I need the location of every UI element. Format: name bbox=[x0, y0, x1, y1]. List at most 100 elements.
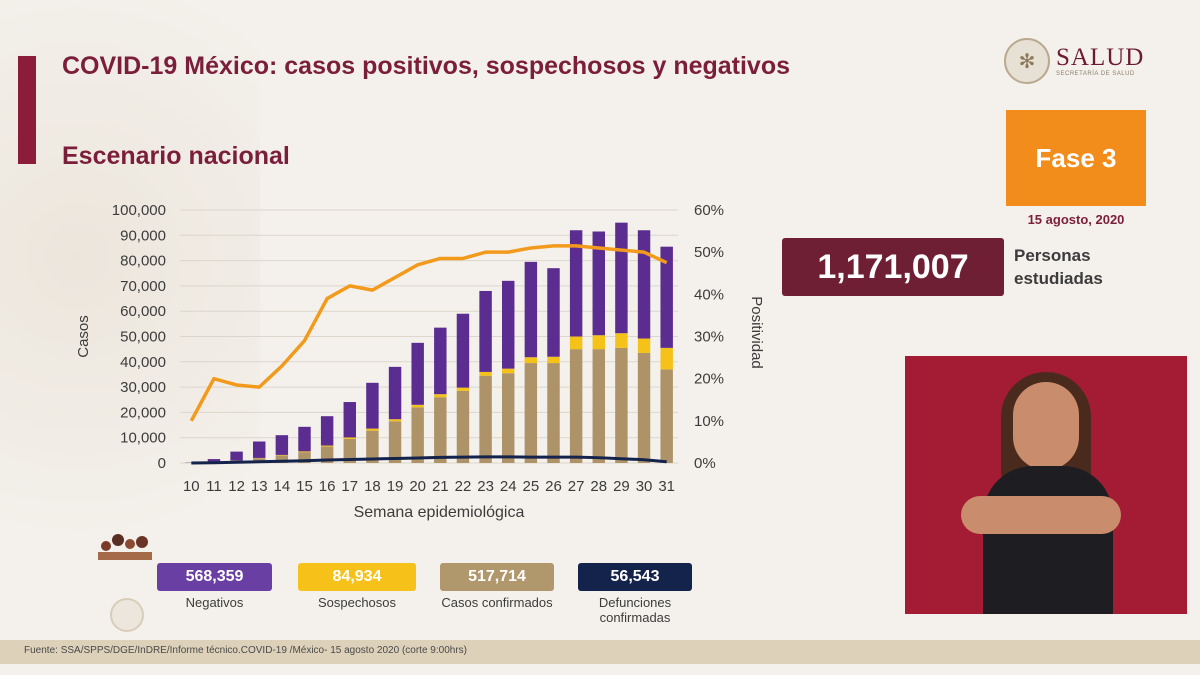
background-pattern bbox=[0, 0, 260, 640]
bar-sospechosos bbox=[411, 404, 424, 408]
legend-label: Sospechosos bbox=[317, 595, 397, 610]
x-tick-label: 14 bbox=[274, 478, 291, 495]
bar-negativos bbox=[569, 230, 583, 337]
bar-sospechosos bbox=[479, 371, 492, 376]
y-tick-label: 100,000 bbox=[112, 202, 166, 219]
x-tick-label: 29 bbox=[613, 478, 630, 495]
y2-tick-label: 20% bbox=[694, 371, 724, 388]
crowd-illustration-icon bbox=[98, 534, 152, 560]
bar-negativos bbox=[456, 313, 470, 388]
bar-negativos bbox=[411, 342, 424, 405]
total-studied-value: 1,171,007 bbox=[782, 238, 1004, 296]
legend-value: 56,543 bbox=[578, 563, 692, 591]
bar-negativos bbox=[502, 280, 515, 369]
bar-sospechosos bbox=[343, 437, 356, 439]
y2-tick-label: 30% bbox=[694, 329, 724, 346]
x-tick-label: 30 bbox=[636, 478, 653, 495]
bar-sospechosos bbox=[388, 419, 402, 422]
logo-name: SALUD bbox=[1056, 44, 1145, 71]
mexico-coat-of-arms-icon: ✻ bbox=[1004, 38, 1050, 84]
bar-confirmados bbox=[637, 352, 651, 463]
x-tick-label: 21 bbox=[432, 478, 449, 495]
bar-negativos bbox=[637, 230, 651, 339]
bar-sospechosos bbox=[366, 428, 379, 431]
legend-value: 84,934 bbox=[298, 563, 416, 591]
bar-sospechosos bbox=[592, 335, 605, 350]
bar-negativos bbox=[615, 222, 628, 334]
x-tick-label: 24 bbox=[500, 478, 517, 495]
legend-item: 517,714 Casos confirmados bbox=[440, 563, 554, 610]
y2-tick-label: 10% bbox=[694, 413, 724, 430]
x-tick-label: 13 bbox=[251, 478, 268, 495]
bar-negativos bbox=[479, 290, 492, 372]
bar-sospechosos bbox=[502, 368, 515, 374]
bar-confirmados bbox=[660, 369, 673, 463]
footer-band bbox=[0, 640, 1200, 664]
y2-tick-label: 50% bbox=[694, 244, 724, 261]
bar-negativos bbox=[275, 435, 289, 455]
bar-confirmados bbox=[524, 363, 538, 463]
line-positividad bbox=[189, 244, 668, 422]
bar-negativos bbox=[343, 402, 356, 438]
page-title: COVID-19 México: casos positivos, sospec… bbox=[62, 52, 791, 80]
x-tick-label: 19 bbox=[387, 478, 404, 495]
y2-axis-label: Positividad bbox=[748, 296, 765, 369]
bar-negativos bbox=[253, 441, 266, 458]
bar-negativos bbox=[434, 327, 447, 395]
bar-negativos bbox=[298, 426, 311, 452]
phase-badge: Fase 3 bbox=[1006, 110, 1146, 206]
bar-negativos bbox=[207, 459, 221, 463]
bar-sospechosos bbox=[456, 387, 470, 391]
bar-negativos bbox=[547, 268, 560, 357]
x-tick-label: 20 bbox=[409, 478, 426, 495]
bar-sospechosos bbox=[524, 357, 538, 364]
y-tick-label: 30,000 bbox=[120, 379, 166, 396]
y-tick-label: 50,000 bbox=[120, 329, 166, 346]
x-tick-label: 10 bbox=[183, 478, 200, 495]
total-studied-label: Personas estudiadas bbox=[1014, 244, 1174, 290]
sign-language-interpreter-video bbox=[905, 356, 1187, 614]
total-label-line1: Personas bbox=[1014, 246, 1091, 265]
x-tick-label: 26 bbox=[545, 478, 562, 495]
legend-value: 568,359 bbox=[157, 563, 272, 591]
x-tick-label: 28 bbox=[590, 478, 607, 495]
bar-negativos bbox=[366, 382, 379, 429]
total-label-line2: estudiadas bbox=[1014, 269, 1103, 288]
y-axis-label: Casos bbox=[75, 315, 92, 358]
y2-tick-label: 60% bbox=[694, 202, 724, 219]
x-tick-label: 15 bbox=[296, 478, 313, 495]
line-defunciones bbox=[191, 455, 667, 465]
y-tick-label: 70,000 bbox=[120, 278, 166, 295]
bar-confirmados bbox=[615, 347, 628, 463]
legend-label: Casos confirmados bbox=[441, 595, 553, 610]
bar-confirmados bbox=[388, 421, 402, 463]
x-tick-label: 18 bbox=[364, 478, 381, 495]
page-subtitle: Escenario nacional bbox=[62, 142, 290, 170]
y-tick-label: 0 bbox=[158, 455, 166, 472]
x-tick-label: 17 bbox=[341, 478, 358, 495]
interpreter-body bbox=[983, 466, 1113, 614]
legend-label: Negativos bbox=[185, 595, 244, 610]
bar-confirmados bbox=[592, 349, 605, 463]
bar-confirmados bbox=[275, 455, 289, 463]
y-tick-label: 40,000 bbox=[120, 354, 166, 371]
legend-value: 517,714 bbox=[440, 563, 554, 591]
logo-tagline: SECRETARÍA DE SALUD bbox=[1056, 71, 1135, 77]
bar-negativos bbox=[320, 416, 334, 446]
legend-label: Defunciones confirmadas bbox=[598, 595, 672, 625]
y2-tick-label: 0% bbox=[694, 455, 716, 472]
interpreter-head bbox=[1013, 382, 1079, 470]
bar-negativos bbox=[524, 261, 538, 358]
bar-confirmados bbox=[298, 452, 311, 463]
bar-confirmados bbox=[569, 349, 583, 463]
bar-confirmados bbox=[343, 438, 356, 463]
x-tick-label: 22 bbox=[455, 478, 472, 495]
legend-item: 568,359 Negativos bbox=[157, 563, 272, 610]
legend-item: 84,934 Sospechosos bbox=[298, 563, 416, 610]
bar-confirmados bbox=[456, 390, 470, 463]
bar-sospechosos bbox=[547, 356, 560, 364]
y-tick-label: 20,000 bbox=[120, 404, 166, 421]
x-tick-label: 16 bbox=[319, 478, 336, 495]
x-tick-label: 25 bbox=[523, 478, 540, 495]
salud-logo: ✻ SALUD SECRETARÍA DE SALUD bbox=[1004, 38, 1144, 84]
